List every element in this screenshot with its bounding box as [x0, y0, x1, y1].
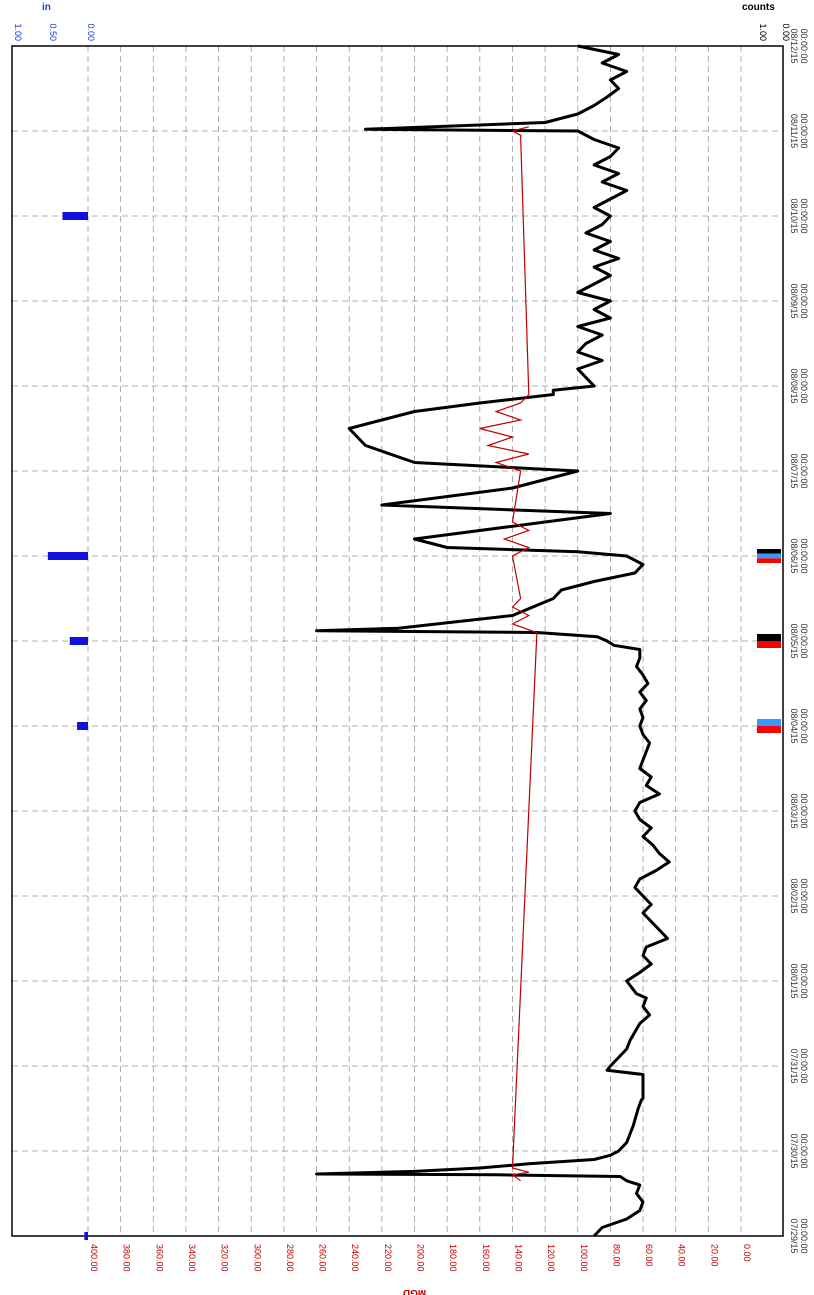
x-tick-time: 00:00:00 [799, 708, 809, 743]
y-tick-label: 340.00 [187, 1244, 197, 1272]
rain-bar [69, 637, 88, 645]
x-tick-time: 00:00:00 [799, 1048, 809, 1083]
y-tick-label: 200.00 [416, 1244, 426, 1272]
y-tick-label: 140.00 [513, 1244, 523, 1272]
counts-axis-label: counts [742, 2, 775, 13]
counts-tick-label: 0.00 [781, 23, 791, 41]
x-tick-time: 00:00:00 [799, 878, 809, 913]
x-tick-time: 00:00:00 [799, 1133, 809, 1168]
y-tick-label: 400.00 [89, 1244, 99, 1272]
y-tick-label: 360.00 [154, 1244, 164, 1272]
count-marker-segment [757, 726, 781, 733]
x-tick-date: 08/01/15 [789, 963, 799, 998]
x-tick-time: 00:00:00 [799, 283, 809, 318]
x-tick-time: 00:00:00 [799, 28, 809, 63]
x-tick-time: 00:00:00 [799, 623, 809, 658]
x-tick-date: 07/29/15 [789, 1218, 799, 1253]
y-tick-label: 20.00 [709, 1244, 719, 1267]
count-marker-segment [757, 641, 781, 648]
count-marker-segment [757, 549, 781, 554]
rain-bar [77, 722, 88, 730]
x-tick-date: 07/31/15 [789, 1048, 799, 1083]
x-tick-time: 00:00:00 [799, 113, 809, 148]
rain-tick-label: 0.50 [48, 23, 58, 41]
counts-axis-ticks: 1.00 0.00 [758, 23, 791, 41]
y-tick-labels: 400.00 380.00 360.00 340.00 320.00 300.00 280.… [89, 1244, 752, 1272]
y-tick-label: 0.00 [742, 1244, 752, 1262]
rain-tick-label: 1.00 [13, 23, 23, 41]
x-tick-date: 08/09/15 [789, 283, 799, 318]
x-tick-date: 08/05/15 [789, 623, 799, 658]
y-tick-label: 60.00 [644, 1244, 654, 1267]
x-tick-date: 07/30/15 [789, 1133, 799, 1168]
rain-tick-label: 0.00 [86, 23, 96, 41]
x-tick-date: 08/04/15 [789, 708, 799, 743]
rain-axis-label: in [42, 2, 51, 13]
x-tick-date: 08/10/15 [789, 198, 799, 233]
grid-lines [12, 45, 783, 1237]
count-marker-segment [757, 634, 781, 641]
y-tick-label: 380.00 [122, 1244, 132, 1272]
rainfall-bars [47, 212, 88, 1240]
x-tick-time: 00:00:00 [799, 198, 809, 233]
y-tick-label: 220.00 [383, 1244, 393, 1272]
x-tick-date: 08/11/15 [789, 114, 799, 148]
y-tick-label: 300.00 [252, 1244, 262, 1272]
count-marker-segment [757, 558, 781, 563]
y-tick-label: 80.00 [611, 1244, 621, 1267]
x-tick-date: 08/02/15 [789, 878, 799, 913]
series-layer [315, 44, 671, 1238]
x-tick-date: 08/06/15 [789, 538, 799, 573]
y-tick-label: 100.00 [579, 1244, 589, 1272]
x-tick-time: 00:00:00 [799, 1218, 809, 1253]
flow-series-line [315, 44, 671, 1238]
x-tick-time: 00:00:00 [799, 793, 809, 828]
x-tick-time: 00:00:00 [799, 538, 809, 573]
counts-tick-label: 1.00 [758, 23, 768, 41]
y-axis-label: MGD [403, 1287, 426, 1295]
y-tick-label: 180.00 [448, 1244, 458, 1272]
x-tick-time: 00:00:00 [799, 368, 809, 403]
y-tick-label: 240.00 [350, 1244, 360, 1272]
y-tick-label: 280.00 [285, 1244, 295, 1272]
y-tick-label: 40.00 [677, 1244, 687, 1267]
y-tick-label: 120.00 [546, 1244, 556, 1272]
rain-bar [62, 212, 88, 220]
secondary-series-line [479, 126, 538, 1182]
y-tick-label: 260.00 [318, 1244, 328, 1272]
count-marker-segment [757, 553, 781, 559]
rain-axis-ticks: 1.00 0.50 0.00 [13, 23, 96, 41]
rain-bar [47, 552, 88, 560]
rain-bar [84, 1232, 88, 1240]
x-tick-date: 08/08/15 [789, 368, 799, 403]
y-tick-label: 320.00 [220, 1244, 230, 1272]
x-tick-time: 00:00:00 [799, 963, 809, 998]
count-markers [757, 549, 781, 733]
x-tick-date: 08/12/15 [789, 28, 799, 63]
x-tick-date: 08/07/15 [789, 453, 799, 488]
count-marker-segment [757, 719, 781, 726]
plot-frame [11, 45, 784, 1237]
x-tick-date: 08/03/15 [789, 793, 799, 828]
x-tick-time: 00:00:00 [799, 453, 809, 488]
y-tick-label: 160.00 [481, 1244, 491, 1272]
